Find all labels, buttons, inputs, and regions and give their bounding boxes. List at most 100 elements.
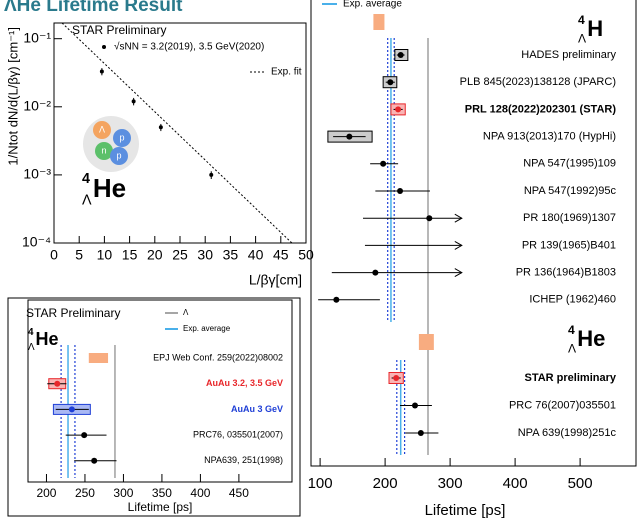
x-tick-label: 40 (248, 247, 264, 263)
entry-label: PR 180(1969)1307 (523, 212, 616, 224)
entry-label: EPJ Web Conf. 259(2022)08002 (153, 352, 283, 362)
y-tick-label: 10⁻¹ (23, 29, 51, 45)
data-point (393, 375, 400, 381)
x-axis-title: Lifetime [ps] (425, 502, 506, 519)
x-tick-label: 25 (172, 247, 188, 263)
entry-label: HADES preliminary (521, 49, 616, 61)
x-tick-label: 400 (503, 475, 528, 492)
data-point (387, 79, 394, 86)
x-tick-label: 35 (223, 247, 239, 263)
nucleus-icon (83, 116, 139, 172)
nucleus-mass: 4 (568, 323, 575, 337)
nucleon-label: p (116, 150, 121, 160)
theory-band (418, 334, 434, 350)
nucleon (93, 121, 111, 139)
entry-label: PRL 128(2022)202301 (STAR) (465, 103, 617, 115)
data-point (81, 432, 88, 439)
nucleon-label: p (119, 132, 124, 142)
page-title: ΛHe Lifetime Result (4, 0, 183, 16)
entry-label: PRC76, 035501(2007) (193, 429, 283, 439)
data-point (131, 99, 136, 104)
entry-label: NPA 547(1992)95c (524, 185, 617, 197)
x-tick-label: 200 (373, 475, 398, 492)
x-tick-label: 400 (190, 486, 210, 500)
x-tick-label: 450 (229, 486, 249, 500)
nucleus-sub: Λ (578, 31, 587, 45)
x-tick-label: 5 (75, 247, 83, 263)
y-tick-label: 10⁻³ (23, 166, 51, 182)
legend-label: Λ (183, 308, 189, 317)
x-tick-label: 350 (152, 486, 172, 500)
x-tick-label: 10 (97, 247, 113, 263)
nucleus-sub: Λ (568, 341, 577, 355)
nucleus-mass: 4 (28, 327, 34, 338)
entry-label: AuAu 3.2, 3.5 GeV (206, 378, 283, 388)
plot-frame (310, 0, 637, 467)
x-tick-label: 0 (50, 247, 58, 263)
x-tick-label: 200 (36, 486, 56, 500)
data-point (397, 188, 404, 194)
entry-label: NPA 913(2013)170 (HypHi) (483, 131, 616, 143)
entry-label: PLB 845(2023)138128 (JPARC) (460, 76, 616, 88)
x-axis-title: L/βγ[cm] (249, 272, 302, 288)
arrow-head (454, 240, 463, 250)
entry-label: PRC 76(2007)035501 (509, 399, 616, 411)
nucleus-mass: 4 (578, 13, 585, 27)
data-point (380, 160, 387, 167)
data-point (346, 133, 353, 140)
x-tick-label: 300 (438, 475, 463, 492)
systematic-box (88, 353, 109, 363)
panel-frame (7, 297, 301, 517)
data-point (412, 402, 418, 409)
plot-frame (27, 299, 293, 483)
data-point (91, 457, 98, 464)
x-tick-label: 300 (113, 486, 133, 500)
x-tick-label: 15 (122, 247, 138, 263)
entry-label: NPA 639(1998)251c (518, 427, 617, 439)
y-tick-label: 10⁻² (23, 97, 51, 113)
data-point (209, 172, 214, 177)
x-axis-title: Lifetime [ps] (128, 500, 193, 514)
nucleus-name: He (93, 173, 126, 203)
legend-label: Exp. fit (271, 67, 302, 78)
x-tick-label: 30 (197, 247, 213, 263)
nucleus-name: He (577, 326, 605, 351)
x-tick-label: 100 (308, 475, 333, 492)
legend-label: Exp. average (343, 0, 402, 10)
nucleus-name: He (36, 329, 59, 349)
fit-line (61, 22, 293, 244)
legend-label: √sNN = 3.2(2019), 3.5 GeV(2020) (114, 41, 264, 53)
nucleon (110, 147, 128, 165)
nucleus-sub: Λ (82, 193, 92, 209)
data-point (372, 269, 379, 276)
data-point (417, 430, 424, 436)
data-point (395, 106, 402, 113)
data-point (426, 215, 433, 222)
entry-label: STAR preliminary (525, 372, 617, 384)
nucleon-label: Λ (99, 124, 105, 134)
x-tick-label: 500 (568, 475, 593, 492)
arrow-head (454, 213, 463, 223)
nucleon (113, 129, 131, 147)
entry-label: NPA 547(1995)109 (523, 158, 616, 170)
entry-label: NPA639, 251(1998) (204, 455, 283, 465)
arrow-head (454, 268, 463, 278)
legend-label: Exp. average (183, 324, 231, 333)
nucleon-label: n (101, 145, 106, 155)
data-point (99, 69, 104, 74)
x-tick-label: 20 (147, 247, 163, 263)
nucleus-sub: Λ (28, 342, 35, 353)
theory-band (373, 14, 385, 30)
x-tick-label: 45 (273, 247, 289, 263)
y-axis-title: 1/Ntot dN/d(L/βγ) [cm⁻¹] (5, 27, 20, 166)
nucleus-mass: 4 (82, 171, 90, 187)
y-tick-label: 10⁻⁴ (22, 234, 51, 250)
entry-label: AuAu 3 GeV (231, 404, 283, 414)
data-point (397, 52, 404, 58)
data-point (333, 296, 340, 303)
nucleon (95, 142, 113, 160)
annotation: STAR Preliminary (26, 306, 120, 320)
x-tick-label: 250 (75, 486, 95, 500)
